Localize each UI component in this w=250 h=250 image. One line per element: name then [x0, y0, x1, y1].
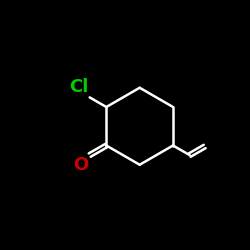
Text: O: O: [74, 156, 89, 174]
Text: Cl: Cl: [69, 78, 89, 96]
